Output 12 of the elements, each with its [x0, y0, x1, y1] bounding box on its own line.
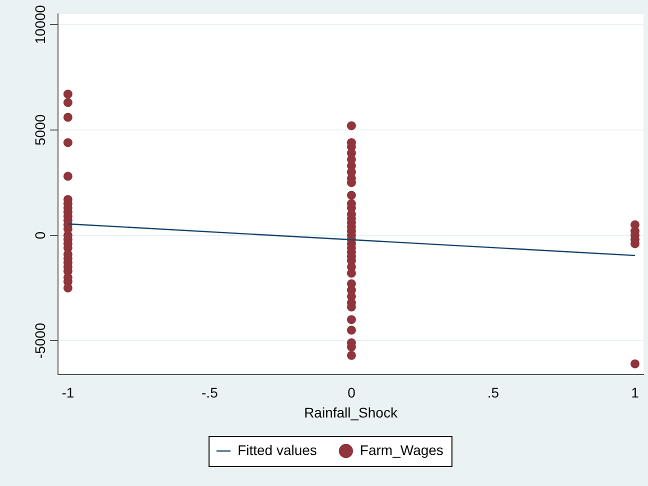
x-tick-label: 1 — [631, 384, 640, 401]
y-tick-label: 0 — [32, 231, 48, 240]
legend-label: Fitted values — [238, 442, 317, 458]
x-tick-label: -1 — [62, 384, 74, 401]
x-axis-title: Rainfall_Shock — [304, 404, 398, 420]
legend-label: Farm_Wages — [360, 442, 444, 458]
y-tick-label: 5000 — [32, 114, 48, 146]
y-tick-label: 10000 — [32, 4, 48, 44]
x-tick-label: -.5 — [202, 384, 218, 401]
x-tick-label: .5 — [487, 384, 500, 401]
x-tick-label: 0 — [348, 384, 356, 401]
y-tick-label: -5000 — [32, 322, 48, 359]
